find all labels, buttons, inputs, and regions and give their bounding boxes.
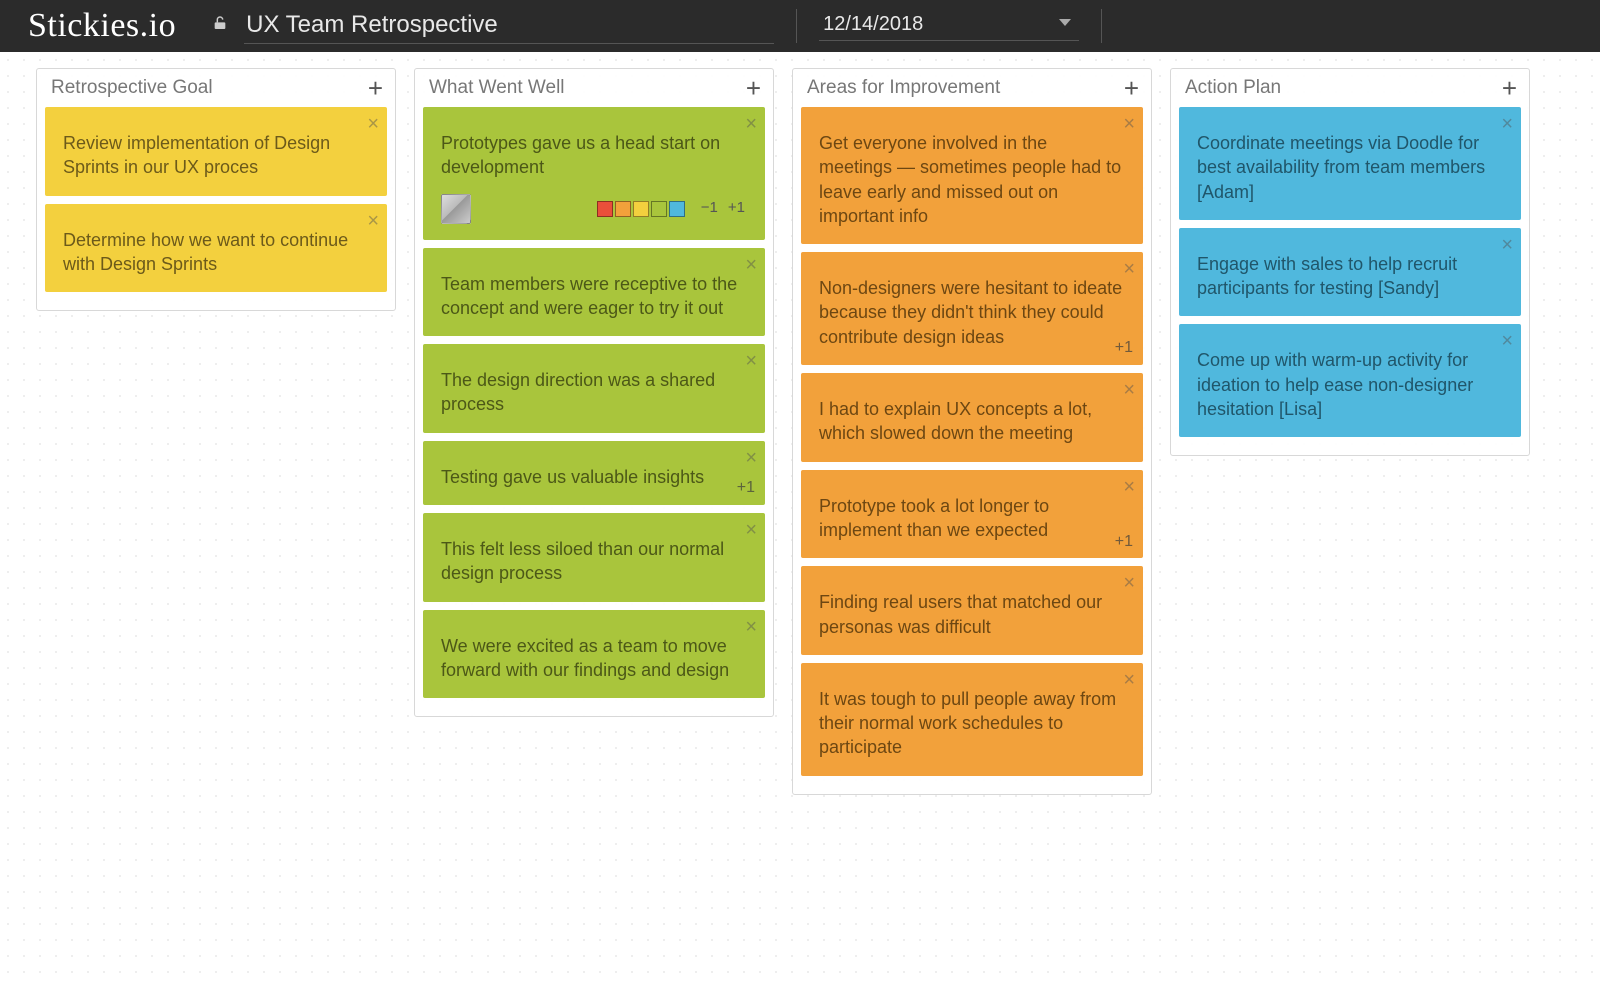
card-text: Prototypes gave us a head start on devel… <box>441 131 747 180</box>
card-text: This felt less siloed than our normal de… <box>441 537 747 586</box>
card-text: The design direction was a shared proces… <box>441 368 747 417</box>
column-header: Retrospective Goal + <box>43 75 389 107</box>
sticky-card[interactable]: ×Prototype took a lot longer to implemen… <box>801 470 1143 559</box>
column: What Went Well+×Prototypes gave us a hea… <box>414 68 774 717</box>
card-text: It was tough to pull people away from th… <box>819 687 1125 760</box>
column: Action Plan+×Coordinate meetings via Doo… <box>1170 68 1530 456</box>
board-title-input[interactable] <box>244 9 774 44</box>
column-header: Areas for Improvement + <box>799 75 1145 107</box>
card-text: I had to explain UX concepts a lot, whic… <box>819 397 1125 446</box>
card-text: We were excited as a team to move forwar… <box>441 634 747 683</box>
add-card-button[interactable]: + <box>368 79 383 97</box>
close-icon[interactable]: × <box>745 252 757 279</box>
color-swatch[interactable] <box>651 201 667 217</box>
sticky-card[interactable]: ×The design direction was a shared proce… <box>423 344 765 433</box>
sticky-card[interactable]: ×Non-designers were hesitant to ideate b… <box>801 252 1143 365</box>
close-icon[interactable]: × <box>745 348 757 375</box>
chevron-down-icon[interactable] <box>1059 19 1071 26</box>
topbar: Stickies.io <box>0 0 1600 52</box>
column-header: What Went Well + <box>421 75 767 107</box>
close-icon[interactable]: × <box>1123 570 1135 597</box>
close-icon[interactable]: × <box>745 111 757 138</box>
color-swatch[interactable] <box>597 201 613 217</box>
column-title: Areas for Improvement <box>807 77 1000 99</box>
sticky-card[interactable]: ×Get everyone involved in the meetings —… <box>801 107 1143 244</box>
color-swatches[interactable] <box>597 201 685 217</box>
close-icon[interactable]: × <box>745 517 757 544</box>
sticky-card[interactable]: ×Testing gave us valuable insights+1 <box>423 441 765 505</box>
column-title: What Went Well <box>429 77 565 99</box>
board: Retrospective Goal+×Review implementatio… <box>0 52 1600 811</box>
card-text: Team members were receptive to the conce… <box>441 272 747 321</box>
close-icon[interactable]: × <box>1501 232 1513 259</box>
date-input[interactable] <box>819 11 1079 41</box>
column: Areas for Improvement+×Get everyone invo… <box>792 68 1152 795</box>
card-text: Finding real users that matched our pers… <box>819 590 1125 639</box>
app-logo[interactable]: Stickies.io <box>28 7 176 45</box>
card-text: Determine how we want to continue with D… <box>63 228 369 277</box>
color-swatch[interactable] <box>615 201 631 217</box>
close-icon[interactable]: × <box>1123 667 1135 694</box>
sticky-card[interactable]: ×Team members were receptive to the conc… <box>423 248 765 337</box>
card-text: Coordinate meetings via Doodle for best … <box>1197 131 1503 204</box>
date-picker[interactable] <box>819 11 1079 41</box>
vote-up-button[interactable]: +1 <box>726 198 747 218</box>
sticky-card[interactable]: ×I had to explain UX concepts a lot, whi… <box>801 373 1143 462</box>
sticky-card[interactable]: ×Finding real users that matched our per… <box>801 566 1143 655</box>
color-swatch[interactable] <box>669 201 685 217</box>
sticky-card[interactable]: ×Determine how we want to continue with … <box>45 204 387 293</box>
color-swatch[interactable] <box>633 201 649 217</box>
sticky-card[interactable]: ×Engage with sales to help recruit parti… <box>1179 228 1521 317</box>
close-icon[interactable]: × <box>745 445 757 472</box>
lock-icon[interactable] <box>212 15 228 36</box>
card-text: Prototype took a lot longer to implement… <box>819 494 1125 543</box>
column-title: Retrospective Goal <box>51 77 213 99</box>
sticky-card[interactable]: ×Review implementation of Design Sprints… <box>45 107 387 196</box>
close-icon[interactable]: × <box>367 111 379 138</box>
column-header: Action Plan + <box>1177 75 1523 107</box>
add-card-button[interactable]: + <box>1502 79 1517 97</box>
avatar[interactable] <box>441 194 471 224</box>
separator <box>796 9 797 43</box>
card-text: Review implementation of Design Sprints … <box>63 131 369 180</box>
sticky-card[interactable]: ×It was tough to pull people away from t… <box>801 663 1143 776</box>
sticky-card[interactable]: ×Prototypes gave us a head start on deve… <box>423 107 765 240</box>
sticky-card[interactable]: ×Come up with warm-up activity for ideat… <box>1179 324 1521 437</box>
close-icon[interactable]: × <box>1123 111 1135 138</box>
card-text: Non-designers were hesitant to ideate be… <box>819 276 1125 349</box>
card-footer: −1 +1 <box>441 194 747 224</box>
sticky-card[interactable]: ×We were excited as a team to move forwa… <box>423 610 765 699</box>
add-card-button[interactable]: + <box>1124 79 1139 97</box>
close-icon[interactable]: × <box>367 208 379 235</box>
close-icon[interactable]: × <box>1501 111 1513 138</box>
vote-buttons: −1 +1 <box>699 198 747 218</box>
add-card-button[interactable]: + <box>746 79 761 97</box>
card-text: Testing gave us valuable insights <box>441 465 747 489</box>
card-text: Engage with sales to help recruit partic… <box>1197 252 1503 301</box>
vote-count[interactable]: +1 <box>1115 531 1133 553</box>
close-icon[interactable]: × <box>1123 377 1135 404</box>
close-icon[interactable]: × <box>1123 474 1135 501</box>
vote-count[interactable]: +1 <box>1115 337 1133 359</box>
close-icon[interactable]: × <box>1501 328 1513 355</box>
card-text: Come up with warm-up activity for ideati… <box>1197 348 1503 421</box>
sticky-card[interactable]: ×This felt less siloed than our normal d… <box>423 513 765 602</box>
sticky-card[interactable]: ×Coordinate meetings via Doodle for best… <box>1179 107 1521 220</box>
vote-down-button[interactable]: −1 <box>699 198 720 218</box>
column-title: Action Plan <box>1185 77 1281 99</box>
close-icon[interactable]: × <box>745 614 757 641</box>
column: Retrospective Goal+×Review implementatio… <box>36 68 396 311</box>
card-text: Get everyone involved in the meetings — … <box>819 131 1125 228</box>
separator <box>1101 9 1102 43</box>
vote-count[interactable]: +1 <box>737 477 755 499</box>
close-icon[interactable]: × <box>1123 256 1135 283</box>
